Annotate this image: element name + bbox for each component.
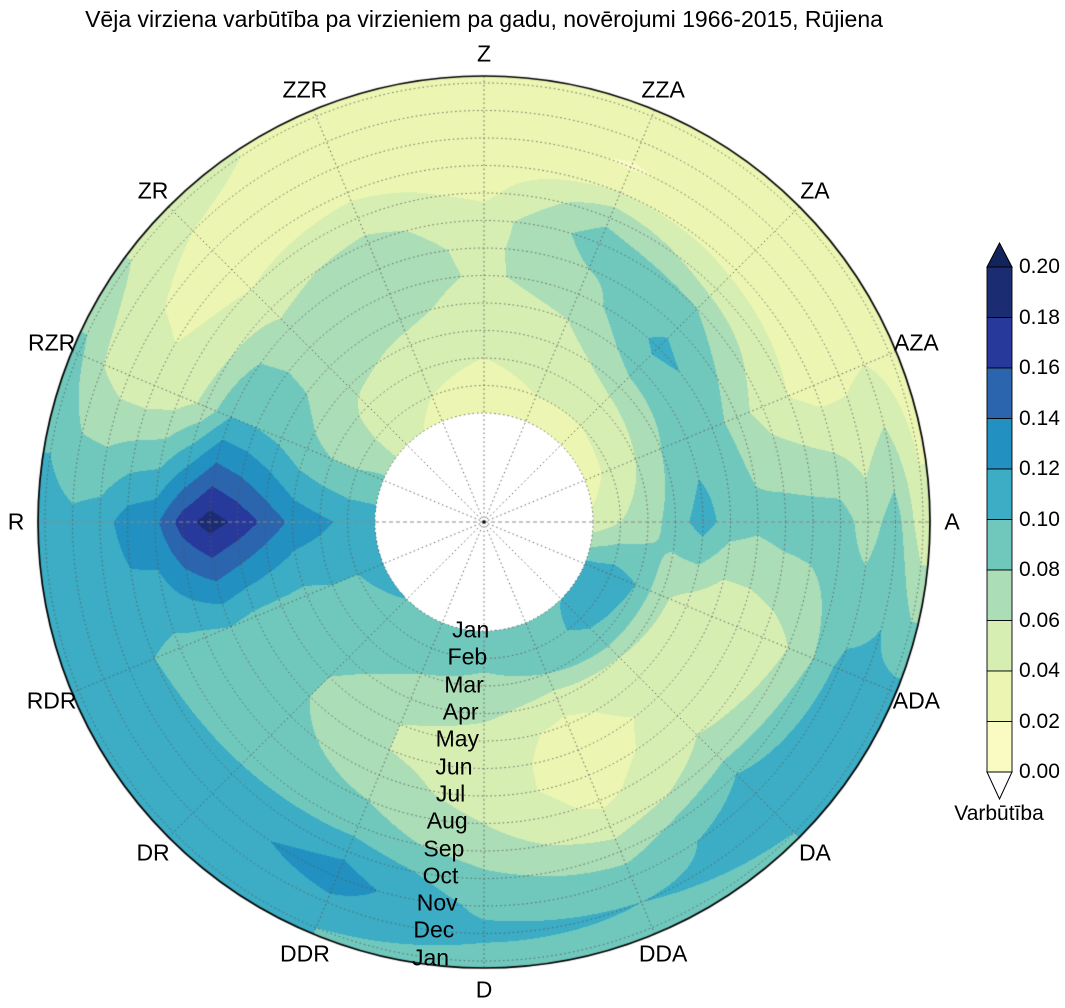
chart-title: Vēja virziena varbūtība pa virzieniem pa… [85, 6, 883, 32]
